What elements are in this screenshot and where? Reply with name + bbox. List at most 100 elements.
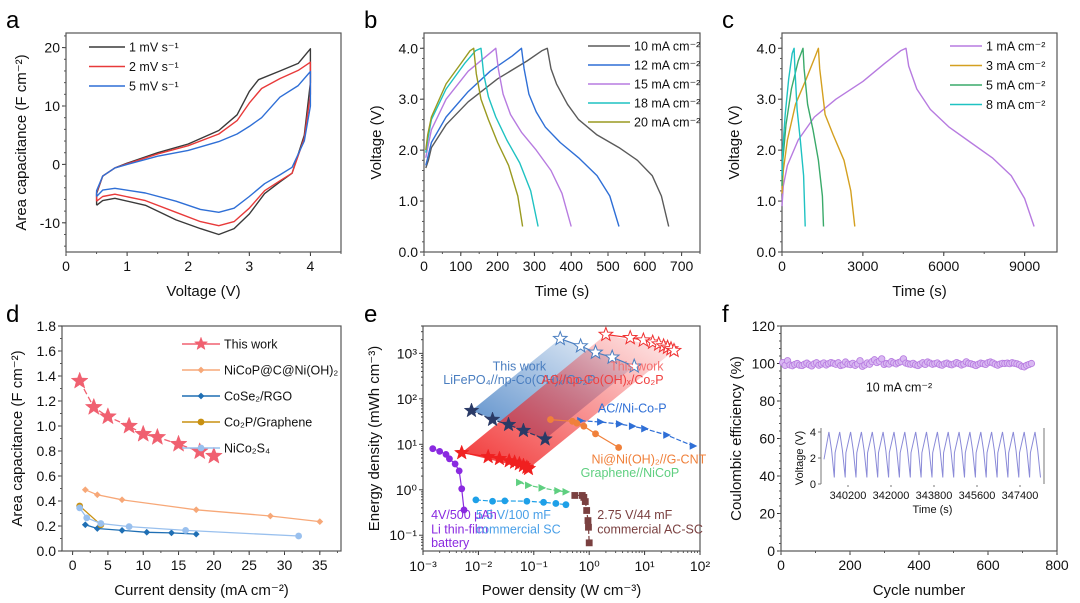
data-point — [571, 492, 579, 499]
y-axis-label: Coulombic efficiency (%) — [728, 356, 745, 521]
y-axis-label: Energy density (mWh cm⁻³) — [366, 346, 383, 531]
legend-label: 1 mA cm⁻² — [986, 40, 1045, 54]
panel-letter: b — [364, 7, 377, 34]
x-axis-label: Power density (W cm⁻³) — [482, 582, 642, 599]
panel-letter: c — [722, 7, 734, 34]
panel-e: e 10⁻³ 10⁻² 10⁻¹ 10⁰ 10¹ 10² 10⁻¹ 10⁰ 10¹ 10² 10³ Po… — [364, 301, 710, 599]
y-tick-label: 2.0 — [399, 142, 419, 158]
x-tick-label: 10⁰ — [579, 558, 601, 574]
current-density-annotation: 10 mA cm⁻² — [866, 381, 932, 395]
inset-chart: 0 2 4 340200 342000 343800 345600 347400 Time (s… — [794, 427, 1045, 516]
x-tick-label: 3 — [245, 258, 253, 274]
data-point — [489, 497, 496, 505]
y-tick-label: 4.0 — [757, 40, 777, 56]
y-tick-label: 80 — [759, 393, 775, 409]
series-line — [85, 489, 320, 523]
legend-label: 8 mA cm⁻² — [986, 98, 1045, 112]
data-point — [491, 450, 508, 466]
data-point — [429, 445, 437, 453]
data-point — [451, 460, 459, 468]
x-tick-label: 4 — [307, 258, 315, 274]
x-tick-label: 600 — [633, 258, 657, 274]
y-tick-label: 1.2 — [37, 393, 57, 409]
annotation-label: AC//np-Co(OH)ₓ/Co₂P — [541, 373, 663, 387]
legend-label: 5 mV s⁻¹ — [129, 80, 179, 94]
series-line — [425, 47, 572, 227]
inset-y-tick-label: 0 — [810, 479, 816, 491]
series-line — [781, 47, 806, 227]
data-point — [148, 427, 167, 445]
inset-x-tick-label: 343800 — [916, 490, 953, 502]
data-point — [584, 517, 592, 524]
panel-letter: f — [722, 301, 729, 328]
x-tick-label: 500 — [596, 258, 620, 274]
data-point — [562, 501, 570, 509]
data-point — [537, 430, 553, 446]
y-tick-label: 10⁰ — [396, 482, 418, 498]
y-tick-label: 3.0 — [757, 91, 777, 107]
y-tick-label: 0 — [767, 543, 775, 559]
x-tick-label: 3000 — [847, 258, 878, 274]
x-tick-label: 10⁻² — [465, 558, 493, 574]
y-tick-label: 0.0 — [37, 543, 57, 559]
data-point — [585, 539, 593, 547]
legend-label: 12 mA cm⁻² — [634, 59, 700, 73]
data-point — [98, 407, 117, 425]
data-point — [93, 525, 101, 532]
legend-marker — [197, 418, 205, 426]
x-tick-label: 700 — [670, 258, 694, 274]
panel-a: a 0 1 2 3 4 -10 0 10 20 Voltage (V) Area capacitanc… — [6, 7, 342, 300]
plot-frame — [781, 32, 1058, 253]
annotation-label: This work — [610, 360, 664, 374]
data-point — [635, 331, 652, 348]
annotation-label: Graphene//NiCoP — [581, 466, 680, 480]
data-point — [204, 446, 223, 464]
y-tick-label: 3.0 — [399, 91, 419, 107]
data-point — [604, 348, 621, 365]
plot-frame — [61, 325, 342, 552]
data-point — [295, 532, 303, 540]
y-tick-label: 1.0 — [37, 418, 57, 434]
x-tick-label: 0 — [778, 258, 786, 274]
inset-voltage-curve — [823, 431, 1041, 478]
data-point — [480, 448, 497, 464]
data-point — [81, 486, 89, 494]
legend-label: NiCoP@C@Ni(OH)₂ — [224, 364, 338, 378]
legend-label: 1 mV s⁻¹ — [129, 41, 179, 55]
y-axis-label: Area capacitance (F cm⁻²) — [13, 54, 30, 230]
y-tick-label: 0.0 — [399, 244, 419, 260]
annotation-label: commercial SC — [476, 522, 561, 536]
x-tick-label: 200 — [838, 557, 862, 573]
y-tick-label: 0.0 — [757, 244, 777, 260]
data-point — [436, 447, 444, 455]
legend-label: This work — [224, 338, 278, 352]
data-point — [182, 526, 190, 534]
y-tick-label: 1.4 — [37, 368, 57, 384]
data-point — [538, 484, 547, 492]
data-point — [70, 371, 89, 389]
data-point — [615, 444, 623, 451]
y-tick-label: 10² — [397, 391, 418, 407]
data-point — [458, 485, 466, 493]
legend-label: 2 mV s⁻¹ — [129, 60, 179, 74]
x-tick-label: 10² — [690, 558, 711, 574]
series-line — [781, 47, 825, 227]
inset-x-tick-label: 342000 — [873, 490, 910, 502]
data-point — [554, 486, 562, 495]
y-tick-label: 100 — [752, 356, 776, 372]
data-point — [587, 343, 604, 360]
data-point — [84, 397, 103, 415]
series-line — [95, 48, 312, 236]
series-line — [425, 47, 539, 227]
inset-x-tick-label: 347400 — [1002, 490, 1039, 502]
data-point — [1027, 359, 1036, 368]
y-axis-label: Voltage (V) — [726, 105, 743, 179]
annotation-label: 5.5 V/100 mF — [476, 508, 551, 522]
data-point — [525, 481, 533, 490]
data-point — [93, 491, 101, 499]
data-point — [484, 411, 501, 427]
panel-c: c 0 3000 6000 9000 0.0 1.0 2.0 3.0 4.0 Time (s) Vol… — [722, 7, 1058, 300]
data-point — [597, 325, 615, 342]
x-tick-label: 200 — [486, 258, 510, 274]
annotation-label: Li thin-film — [431, 522, 488, 536]
